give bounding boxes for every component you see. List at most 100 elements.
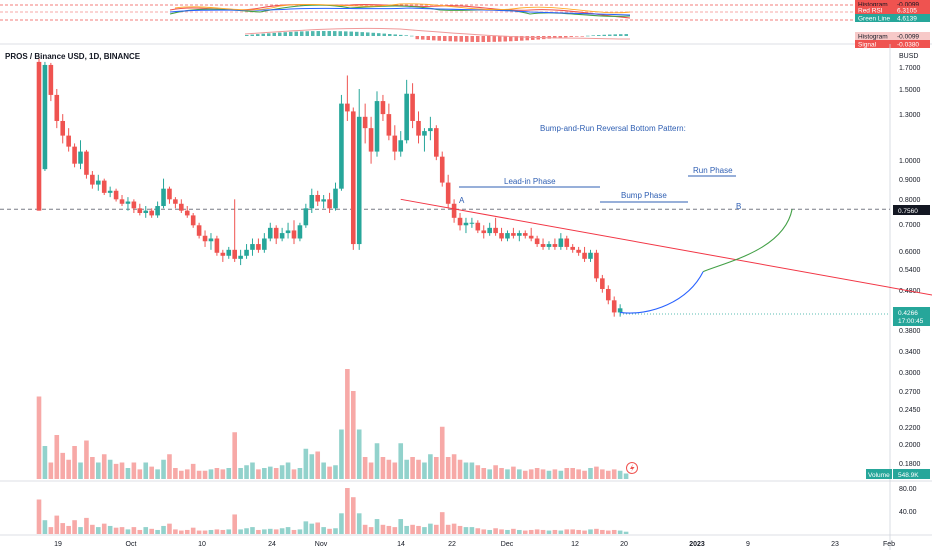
candle[interactable] [392, 135, 398, 152]
candle[interactable] [439, 156, 445, 183]
candle[interactable] [576, 249, 581, 253]
candle[interactable] [487, 227, 492, 234]
candle[interactable] [60, 120, 66, 136]
candle[interactable] [267, 227, 273, 239]
candle[interactable] [594, 252, 599, 279]
candle[interactable] [184, 210, 190, 216]
candle[interactable] [273, 227, 279, 239]
candle[interactable] [78, 151, 83, 164]
candle[interactable] [285, 230, 291, 234]
candle[interactable] [214, 238, 220, 253]
candle[interactable] [113, 190, 119, 200]
candle[interactable] [540, 244, 546, 247]
candle[interactable] [90, 174, 95, 185]
candle[interactable] [410, 93, 415, 121]
candle[interactable] [362, 116, 368, 129]
candle[interactable] [327, 199, 332, 209]
candle[interactable] [339, 103, 344, 189]
candle[interactable] [517, 233, 522, 236]
candle[interactable] [250, 244, 255, 250]
candle[interactable] [48, 64, 54, 95]
candle[interactable] [404, 93, 409, 141]
candle[interactable] [356, 116, 362, 245]
candle[interactable] [137, 208, 143, 214]
bump-curve-blue[interactable] [620, 271, 704, 314]
trendline[interactable] [400, 198, 932, 296]
candle[interactable] [107, 190, 113, 193]
candle[interactable] [36, 61, 42, 211]
candle[interactable] [463, 222, 469, 226]
candle[interactable] [522, 233, 528, 236]
candlestick-series[interactable] [36, 58, 623, 317]
candle[interactable] [558, 238, 564, 247]
candle[interactable] [238, 255, 243, 259]
candle[interactable] [262, 238, 267, 250]
candle[interactable] [350, 111, 356, 245]
candle[interactable] [101, 180, 107, 193]
candle[interactable] [564, 238, 570, 247]
candle[interactable] [617, 308, 623, 313]
candle[interactable] [552, 244, 558, 247]
candle[interactable] [131, 201, 137, 209]
candle[interactable] [66, 135, 71, 147]
candle[interactable] [546, 244, 552, 247]
time-axis[interactable]: 19 Oct 10 24 Nov 14 22 Dec 12 20 2023 9 23 Feb [54, 541, 895, 548]
candle[interactable] [149, 210, 154, 216]
candle[interactable] [244, 249, 249, 256]
candle[interactable] [451, 203, 457, 218]
candle[interactable] [499, 233, 504, 239]
candle[interactable] [155, 206, 160, 216]
candle[interactable] [511, 233, 516, 236]
candle[interactable] [570, 246, 575, 250]
candle[interactable] [315, 194, 321, 202]
candle[interactable] [469, 222, 475, 224]
candle[interactable] [333, 188, 338, 209]
candle[interactable] [345, 103, 350, 112]
candle[interactable] [398, 140, 404, 152]
candle[interactable] [72, 146, 77, 164]
candle[interactable] [380, 101, 386, 115]
candle[interactable] [475, 222, 481, 231]
candle[interactable] [208, 238, 214, 242]
candle[interactable] [445, 182, 451, 204]
candle[interactable] [220, 252, 226, 256]
candle[interactable] [321, 199, 326, 202]
candle[interactable] [256, 244, 261, 250]
candle[interactable] [196, 225, 202, 236]
candle[interactable] [434, 128, 439, 157]
candle[interactable] [143, 210, 149, 214]
candle[interactable] [481, 230, 487, 234]
candle[interactable] [588, 252, 593, 259]
candle[interactable] [386, 114, 392, 136]
candle[interactable] [374, 101, 380, 152]
candle[interactable] [309, 194, 315, 209]
candle[interactable] [428, 128, 433, 132]
candle[interactable] [297, 225, 303, 239]
candle[interactable] [167, 188, 172, 200]
candle[interactable] [457, 217, 463, 226]
pattern-drawings[interactable] [400, 175, 932, 314]
candle[interactable] [173, 199, 178, 204]
candle[interactable] [600, 278, 605, 289]
lightning-icon[interactable] [626, 462, 638, 474]
candle[interactable] [528, 235, 534, 239]
candle[interactable] [42, 64, 48, 170]
candle[interactable] [190, 215, 196, 226]
candle[interactable] [505, 233, 510, 239]
run-curve-green[interactable] [702, 209, 793, 273]
candle[interactable] [291, 230, 297, 239]
candle[interactable] [416, 120, 421, 136]
candle[interactable] [54, 94, 60, 121]
candle[interactable] [303, 208, 309, 226]
candle[interactable] [422, 131, 427, 136]
candle[interactable] [493, 227, 498, 234]
candle[interactable] [582, 252, 587, 259]
candle[interactable] [605, 288, 611, 301]
price-axis[interactable]: 1.7000 1.5000 1.3000 1.0000 0.9000 0.8000 0.70… [899, 65, 921, 468]
candle[interactable] [179, 203, 184, 211]
candle[interactable] [119, 199, 125, 204]
candle[interactable] [611, 300, 617, 313]
candle[interactable] [96, 180, 101, 185]
candle[interactable] [368, 128, 374, 152]
